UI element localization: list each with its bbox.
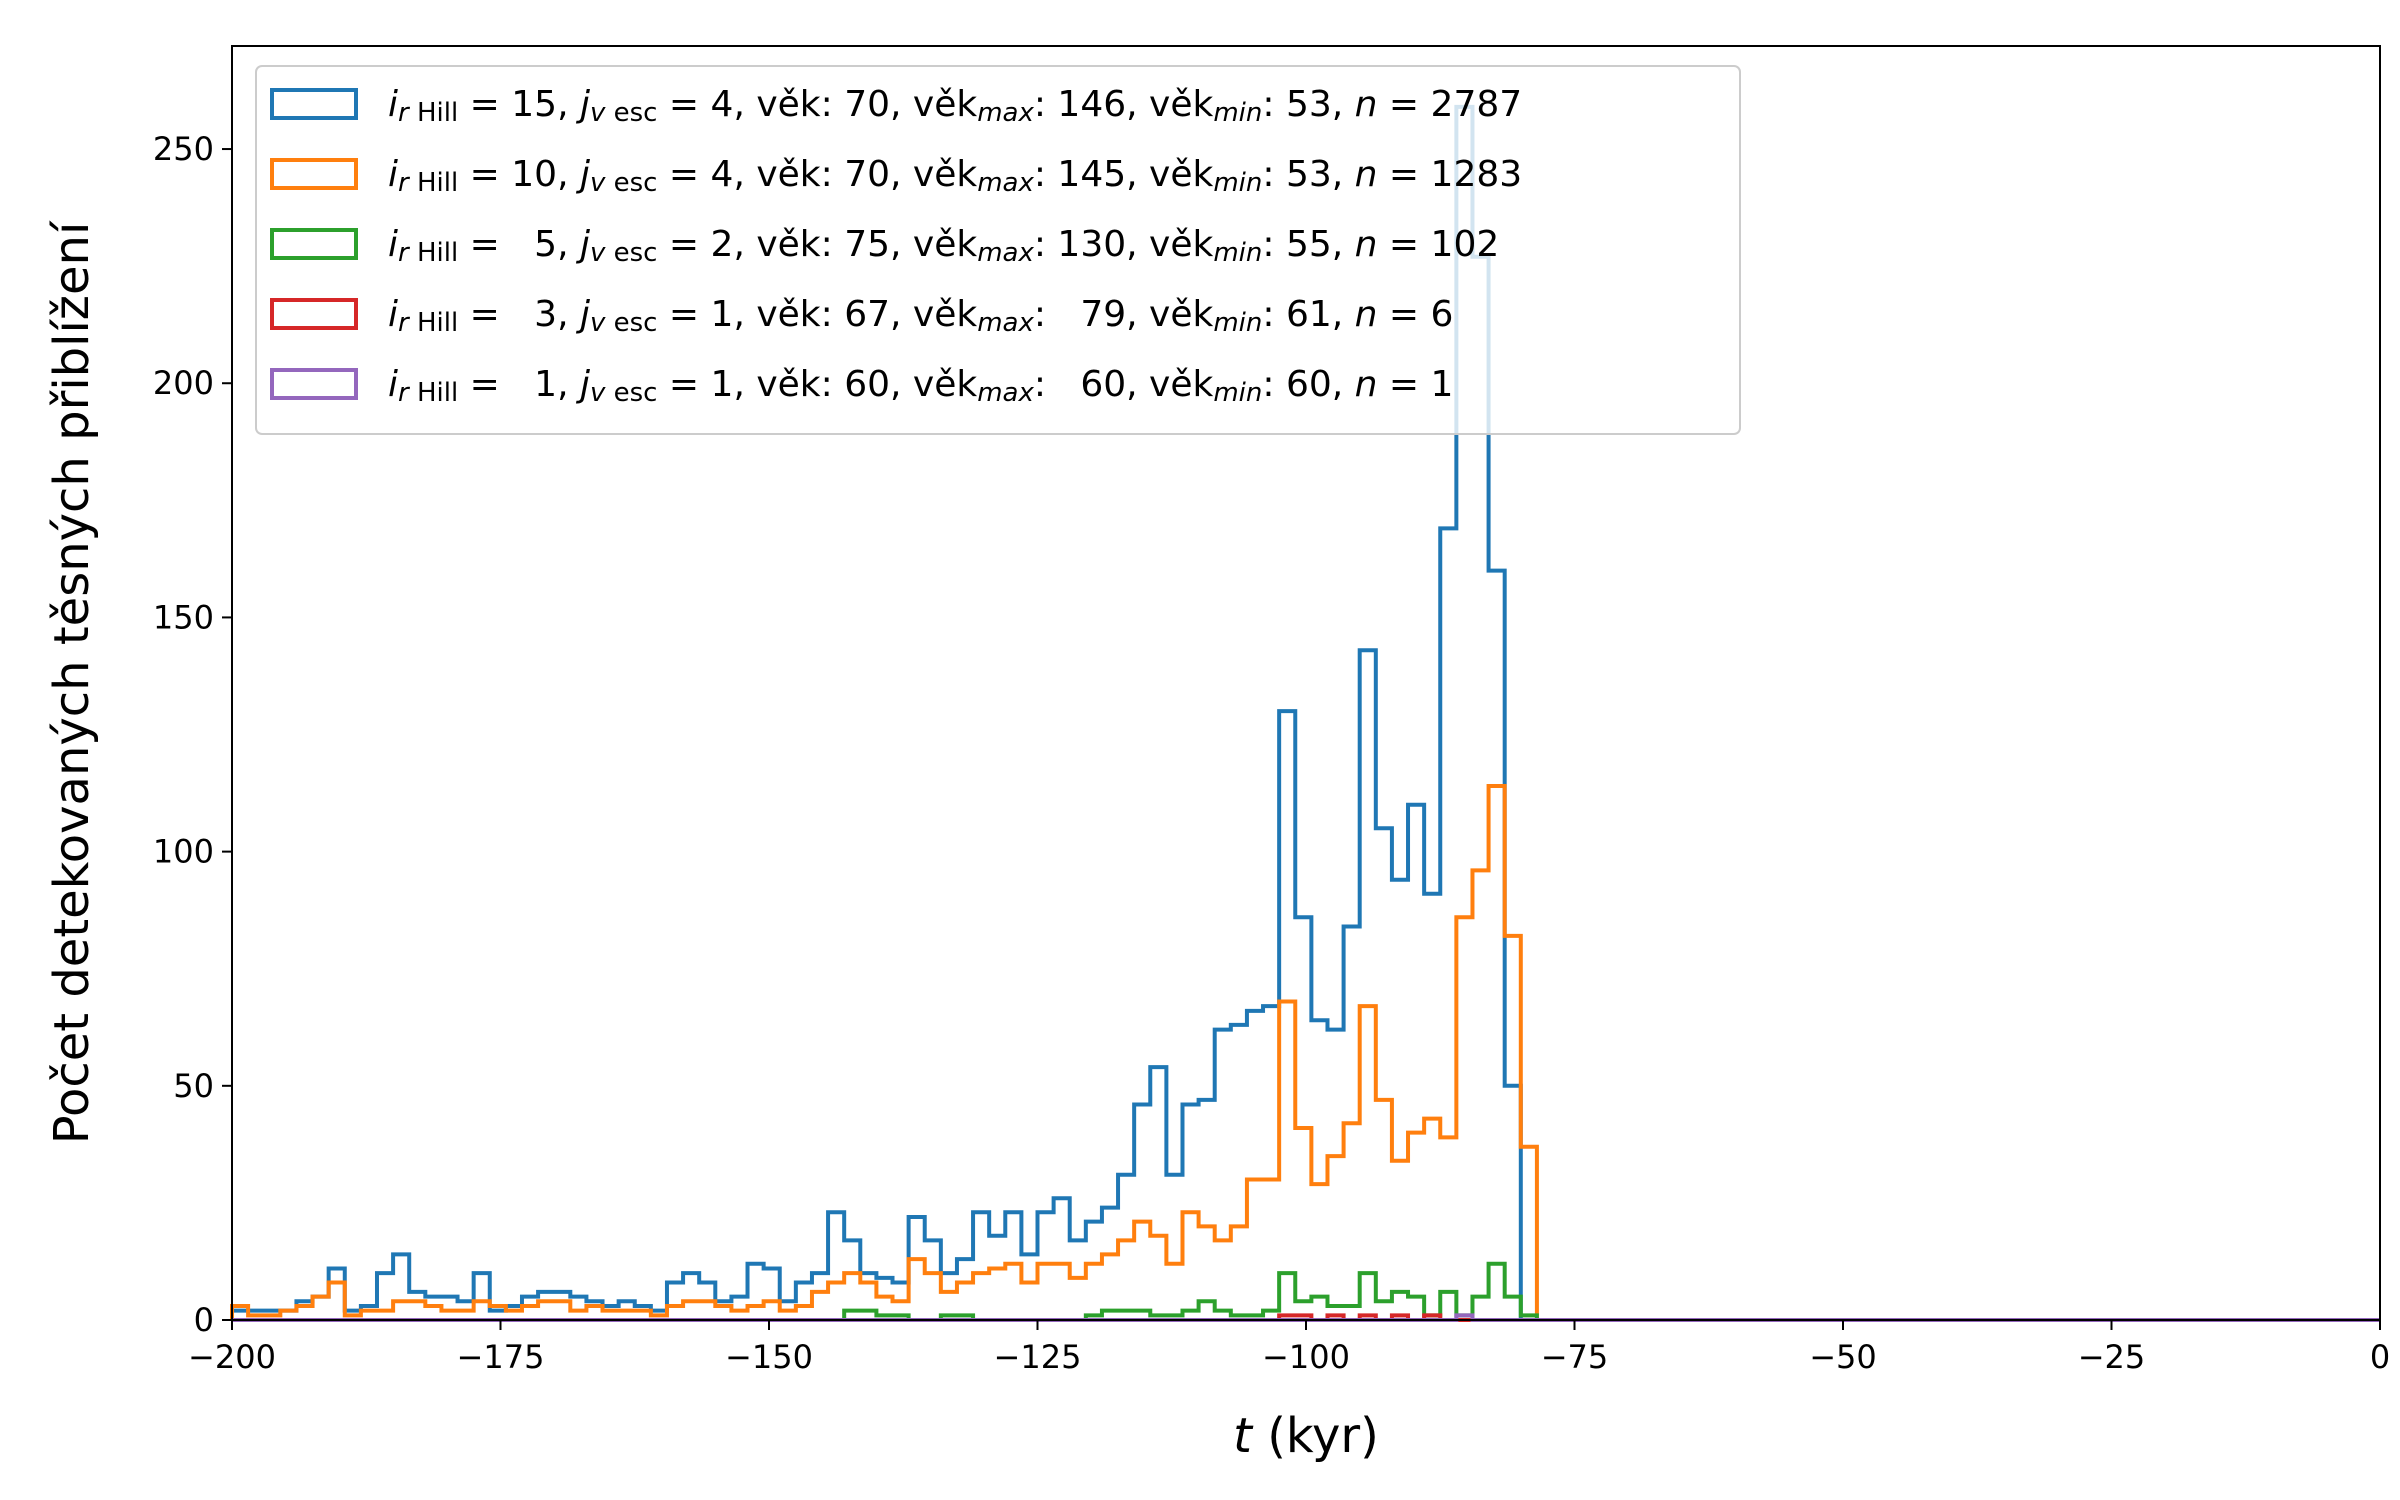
x-axis: −200 −175 −150 −125 −100 −75 −50 −25 0: [188, 1320, 2390, 1376]
x-tick-label: −75: [1541, 1338, 1609, 1376]
y-axis: 0 50 100 150 200 250: [153, 130, 232, 1339]
legend-swatch-5: [270, 368, 358, 400]
x-axis-label-unit: (kyr): [1252, 1408, 1379, 1464]
legend-swatch-4: [270, 298, 358, 330]
legend-swatch-3: [270, 228, 358, 260]
x-tick-label: −25: [2078, 1338, 2146, 1376]
legend-entry-3: ir Hill = 5, jv esc = 2, věk: 75, věkmax…: [388, 224, 1499, 268]
legend-frame: [255, 65, 1741, 435]
legend-swatch-1: [270, 88, 358, 120]
y-axis-label: Počet detekovaných těsných přiblížení: [44, 220, 100, 1144]
x-tick-label: −125: [994, 1338, 1082, 1376]
y-tick-label: 50: [173, 1067, 214, 1105]
x-tick-label: −50: [1809, 1338, 1877, 1376]
y-tick-label: 100: [153, 833, 214, 871]
legend-entry-5: ir Hill = 1, jv esc = 1, věk: 60, věkmax…: [388, 364, 1453, 408]
x-tick-label: −200: [188, 1338, 276, 1376]
x-tick-label: −100: [1262, 1338, 1350, 1376]
series-1-step-line: [230, 104, 2380, 1322]
y-tick-label: 0: [194, 1301, 214, 1339]
x-tick-label: −150: [725, 1338, 813, 1376]
x-axis-label: t (kyr): [1233, 1408, 1379, 1464]
y-tick-label: 250: [153, 130, 214, 168]
legend-entry-2: ir Hill = 10, jv esc = 4, věk: 70, věkma…: [388, 154, 1522, 198]
y-tick-label: 200: [153, 364, 214, 402]
x-tick-label: −175: [457, 1338, 545, 1376]
legend-entry-4: ir Hill = 3, jv esc = 1, věk: 67, věkmax…: [388, 294, 1453, 338]
legend: ir Hill = 15, jv esc = 4, věk: 70, věkma…: [255, 65, 1741, 435]
legend-swatch-2: [270, 158, 358, 190]
x-tick-label: 0: [2370, 1338, 2390, 1376]
series-2-step-line: [230, 784, 2380, 1322]
x-axis-label-var: t: [1233, 1408, 1254, 1464]
y-tick-label: 150: [153, 598, 214, 636]
legend-entry-1: ir Hill = 15, jv esc = 4, věk: 70, věkma…: [388, 84, 1522, 128]
